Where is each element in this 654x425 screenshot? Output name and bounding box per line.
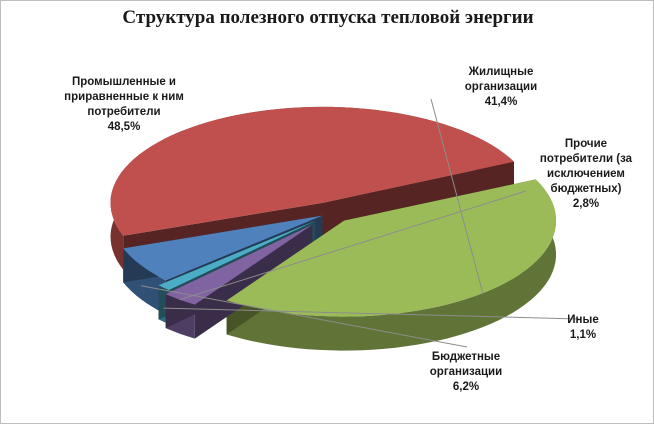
label-line: Иные bbox=[567, 314, 599, 326]
slice-housing bbox=[226, 179, 556, 317]
value-label: 6,2% bbox=[452, 381, 480, 393]
slice-budget bbox=[123, 215, 323, 281]
label-line: бюджетных) bbox=[550, 183, 622, 195]
chart-title: Структура полезного отпуска тепловой эне… bbox=[122, 7, 534, 28]
leader-line-other bbox=[163, 307, 580, 320]
label-line: Промышленные и bbox=[72, 76, 176, 88]
label-line: потребители (за bbox=[539, 153, 633, 165]
label-line: потребители bbox=[87, 106, 161, 118]
label-line: Бюджетные bbox=[431, 351, 501, 363]
slice-wall-housing bbox=[226, 179, 556, 351]
label-line: исключением bbox=[547, 168, 625, 180]
slice-other bbox=[158, 220, 316, 291]
slice-industrial bbox=[110, 106, 514, 236]
value-label: 2,8% bbox=[572, 198, 600, 210]
slice-label-other-consumers: Прочие потребители (за исключением бюджетны… bbox=[521, 137, 651, 212]
value-label: 48,5% bbox=[107, 121, 141, 133]
slice-other-consumers bbox=[165, 224, 313, 305]
slice-label-budget: Бюджетные организации 6,2% bbox=[406, 350, 526, 395]
label-line: организации bbox=[429, 366, 503, 378]
label-line: приравненные к ним bbox=[64, 91, 184, 103]
label-line: организации bbox=[464, 81, 538, 93]
label-line: Жилищные bbox=[468, 66, 534, 78]
slice-side-other-consumers-1 bbox=[165, 224, 313, 329]
leader-line-budget bbox=[140, 285, 468, 348]
label-line: Прочие bbox=[564, 138, 608, 150]
leader-line-other-consumers bbox=[179, 190, 527, 301]
slice-label-industrial: Промышленные и приравненные к ним потребит… bbox=[39, 75, 209, 135]
leader-line-housing bbox=[430, 98, 484, 294]
value-label: 1,1% bbox=[569, 329, 597, 341]
slice-label-housing: Жилищные организации 41,4% bbox=[431, 65, 571, 110]
value-label: 41,4% bbox=[484, 96, 518, 108]
slice-label-other: Иные 1,1% bbox=[553, 313, 613, 343]
